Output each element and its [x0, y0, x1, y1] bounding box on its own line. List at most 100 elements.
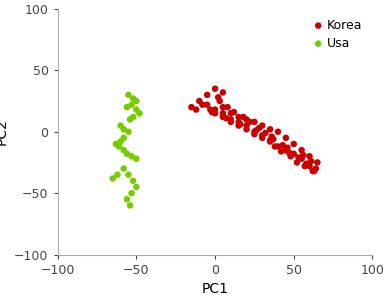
Korea — [288, 154, 294, 159]
Korea — [313, 166, 319, 171]
Korea — [207, 107, 214, 112]
Korea — [199, 102, 205, 107]
Usa — [127, 203, 133, 208]
Korea — [259, 136, 265, 140]
Korea — [295, 155, 301, 160]
Korea — [243, 123, 250, 128]
Usa — [124, 105, 130, 110]
Usa — [129, 191, 135, 196]
Usa — [133, 99, 139, 103]
Korea — [256, 126, 262, 131]
Korea — [275, 129, 281, 134]
Korea — [196, 99, 202, 103]
Korea — [217, 99, 223, 103]
Usa — [130, 178, 136, 183]
Usa — [130, 115, 136, 119]
Korea — [270, 137, 276, 141]
Korea — [243, 117, 250, 122]
Korea — [209, 110, 215, 115]
Korea — [228, 120, 234, 124]
Korea — [212, 86, 218, 91]
Usa — [114, 172, 121, 177]
Usa — [124, 197, 130, 202]
Korea — [303, 161, 310, 166]
Korea — [314, 160, 320, 165]
Korea — [283, 148, 289, 152]
Korea — [285, 145, 291, 150]
Korea — [259, 133, 265, 138]
Korea — [251, 132, 257, 136]
Korea — [204, 102, 210, 107]
Korea — [291, 141, 297, 146]
Korea — [272, 144, 278, 149]
Korea — [212, 111, 218, 116]
Usa — [121, 166, 127, 171]
Usa — [113, 141, 119, 146]
Korea — [220, 111, 226, 116]
Korea — [220, 105, 226, 110]
Korea — [220, 90, 226, 95]
Korea — [262, 131, 268, 135]
Usa — [127, 117, 133, 122]
Korea — [235, 120, 242, 124]
Korea — [269, 134, 275, 139]
Korea — [223, 116, 229, 120]
Korea — [294, 160, 300, 165]
Korea — [228, 117, 234, 122]
Korea — [299, 148, 305, 152]
Korea — [291, 152, 297, 156]
Usa — [136, 111, 142, 116]
Korea — [243, 127, 250, 132]
X-axis label: PC1: PC1 — [202, 282, 228, 296]
Korea — [251, 129, 257, 134]
Korea — [278, 149, 284, 154]
Korea — [267, 139, 273, 144]
Korea — [306, 154, 313, 159]
Korea — [283, 136, 289, 140]
Usa — [121, 127, 127, 132]
Legend: Korea, Usa: Korea, Usa — [310, 15, 366, 54]
Usa — [133, 156, 139, 161]
Usa — [118, 123, 124, 128]
Usa — [121, 136, 127, 140]
Korea — [231, 110, 237, 115]
Korea — [306, 164, 313, 168]
Korea — [235, 115, 242, 119]
Korea — [212, 107, 218, 112]
Korea — [225, 105, 231, 110]
Usa — [118, 139, 124, 144]
Korea — [267, 138, 273, 143]
Korea — [251, 120, 257, 124]
Korea — [253, 128, 259, 133]
Usa — [129, 102, 135, 107]
Korea — [299, 156, 305, 161]
Korea — [235, 123, 242, 128]
Usa — [110, 176, 116, 181]
Korea — [188, 105, 194, 110]
Korea — [204, 92, 210, 97]
Korea — [240, 115, 247, 119]
Korea — [220, 115, 226, 119]
Korea — [308, 159, 314, 164]
Usa — [124, 152, 130, 156]
Korea — [280, 143, 286, 148]
Usa — [125, 172, 131, 177]
Usa — [125, 92, 131, 97]
Usa — [133, 107, 139, 112]
Korea — [311, 169, 317, 173]
Korea — [300, 153, 306, 157]
Korea — [302, 164, 308, 168]
Usa — [133, 185, 139, 189]
Korea — [267, 127, 273, 132]
Korea — [259, 123, 265, 128]
Korea — [247, 120, 253, 124]
Korea — [286, 150, 292, 155]
Korea — [275, 144, 281, 149]
Korea — [215, 95, 221, 100]
Korea — [310, 169, 316, 173]
Usa — [129, 154, 135, 159]
Korea — [237, 122, 243, 127]
Usa — [130, 96, 136, 101]
Usa — [116, 144, 122, 149]
Usa — [125, 129, 131, 134]
